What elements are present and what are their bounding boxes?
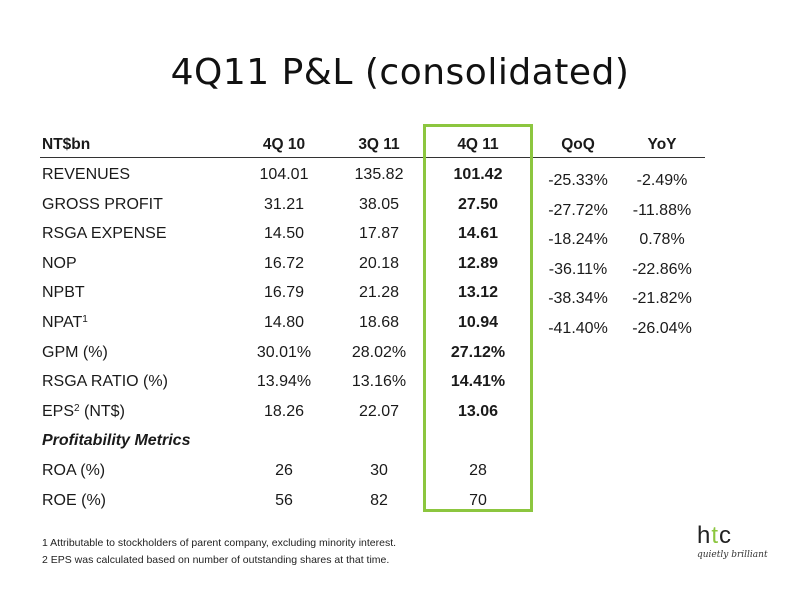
- cell-v1: 56: [275, 491, 293, 509]
- row-label: ROE (%): [42, 491, 106, 509]
- header-4q11: 4Q 11: [457, 136, 499, 153]
- cell-v3: 27.50: [457, 195, 499, 213]
- cell-v2: 135.82: [354, 166, 404, 183]
- cell-v3: 28: [469, 462, 487, 479]
- cell-v2: 30: [370, 462, 388, 479]
- cell-yoy: 0.78%: [639, 231, 685, 249]
- cell-v1: 18.26: [263, 402, 305, 420]
- table-row: NOP 16.72 20.18 12.89: [0, 255, 800, 285]
- table-row: GROSS PROFIT 31.21 38.05 27.50: [0, 196, 800, 226]
- cell-qoq: -18.24%: [548, 231, 608, 249]
- cell-v2: 21.28: [358, 284, 400, 302]
- cell-v2: 38.05: [358, 195, 400, 213]
- cell-yoy: -22.86%: [632, 260, 692, 278]
- cell-v3: 14.61: [457, 225, 499, 243]
- cell-v1: 26: [275, 462, 293, 479]
- header-4q10: 4Q 10: [262, 136, 306, 153]
- htc-tagline: quietly brilliant: [697, 550, 768, 560]
- cell-yoy: -11.88%: [632, 201, 692, 219]
- row-label: RSGA EXPENSE: [42, 225, 167, 243]
- cell-v2: 20.18: [358, 254, 400, 272]
- row-label: NPAT1: [42, 314, 88, 332]
- cell-v3: 10.94: [457, 314, 499, 331]
- cell-v3: 70: [469, 491, 487, 509]
- htc-logo-mark: htc: [697, 522, 733, 549]
- cell-v2: 13.16%: [351, 373, 407, 391]
- cell-v2: 82: [370, 491, 388, 509]
- table-row: NPAT1 14.80 18.68 10.94: [0, 314, 800, 344]
- cell-v3: 12.89: [457, 254, 499, 272]
- cell-qoq: -25.33%: [548, 172, 608, 189]
- cell-yoy: -21.82%: [632, 290, 692, 308]
- cell-v3: 27.12%: [450, 343, 506, 361]
- cell-v2: 28.02%: [351, 343, 407, 361]
- row-label-suffix: (NT$): [79, 402, 125, 420]
- cell-qoq: -41.40%: [548, 320, 608, 337]
- row-label: ROA (%): [42, 462, 106, 479]
- cell-qoq: -36.11%: [548, 260, 608, 278]
- header-unit-label: NT$bn: [42, 136, 91, 153]
- page-title: 4Q11 P&L (consolidated): [170, 52, 630, 93]
- row-label: RSGA RATIO (%): [42, 373, 168, 391]
- cell-qoq: -27.72%: [548, 201, 608, 219]
- header-yoy: YoY: [647, 136, 677, 153]
- row-label-text: NOP: [42, 254, 77, 272]
- row-label-text: GPM (%): [42, 343, 108, 361]
- htc-logo: htc quietly brilliant: [697, 522, 777, 561]
- highlight-column-box: [423, 124, 533, 512]
- cell-v2: 17.87: [358, 225, 400, 243]
- row-label-text: GROSS PROFIT: [42, 195, 163, 213]
- header-3q11: 3Q 11: [358, 136, 400, 153]
- row-label-text: REVENUES: [42, 166, 131, 183]
- row-label: NOP: [42, 255, 77, 273]
- row-label: GROSS PROFIT: [42, 196, 163, 214]
- cell-v2: 18.68: [358, 314, 400, 331]
- cell-yoy: -26.04%: [632, 320, 692, 337]
- row-label: GPM (%): [42, 344, 108, 362]
- table-row: NPBT 16.79 21.28 13.12: [0, 284, 800, 314]
- cell-v3: 14.41%: [450, 373, 506, 391]
- cell-qoq: -38.34%: [548, 290, 608, 308]
- row-label-text: RSGA RATIO (%): [42, 373, 168, 391]
- row-label-text: NPAT: [42, 314, 83, 331]
- section-header: Profitability Metrics: [0, 432, 800, 462]
- cell-v1: 14.80: [263, 314, 305, 331]
- cell-v3: 13.06: [457, 402, 499, 420]
- footnote-marker: 1: [82, 314, 88, 325]
- row-label-text: NPBT: [42, 284, 85, 302]
- header-qoq: QoQ: [561, 136, 595, 153]
- cell-yoy: -2.49%: [636, 172, 688, 189]
- cell-v1: 13.94%: [256, 373, 312, 391]
- table-row: RSGA EXPENSE 14.50 17.87 14.61: [0, 225, 800, 255]
- row-label: REVENUES: [42, 166, 130, 184]
- cell-v1: 31.21: [263, 195, 305, 213]
- cell-v1: 16.72: [263, 254, 305, 272]
- cell-v3: 101.42: [453, 166, 503, 183]
- footnote-2: 2 EPS was calculated based on number of …: [42, 554, 390, 566]
- section-title: Profitability Metrics: [42, 432, 191, 450]
- row-label: EPS2 (NT$): [42, 403, 125, 421]
- row-label: NPBT: [42, 284, 85, 302]
- cell-v1: 30.01%: [256, 343, 312, 361]
- table-row: EPS2 (NT$) 18.26 22.07 13.06: [0, 403, 800, 433]
- cell-v1: 16.79: [263, 284, 305, 302]
- table-row: ROE (%) 56 82 70: [0, 492, 800, 522]
- row-label-text: RSGA EXPENSE: [42, 225, 167, 243]
- cell-v1: 104.01: [259, 166, 309, 183]
- header-divider: [40, 157, 705, 158]
- row-label-text: EPS: [42, 402, 75, 420]
- table-row: GPM (%) 30.01% 28.02% 27.12%: [0, 344, 800, 374]
- cell-v2: 22.07: [358, 402, 400, 420]
- table-row: REVENUES 104.01 135.82 101.42: [0, 166, 800, 196]
- table-row: ROA (%) 26 30 28: [0, 462, 800, 492]
- table-row: RSGA RATIO (%) 13.94% 13.16% 14.41%: [0, 373, 800, 403]
- footnote-marker: 2: [74, 402, 80, 414]
- cell-v1: 14.50: [263, 225, 305, 243]
- cell-v3: 13.12: [457, 284, 499, 302]
- footnote-1: 1 Attributable to stockholders of parent…: [42, 537, 397, 549]
